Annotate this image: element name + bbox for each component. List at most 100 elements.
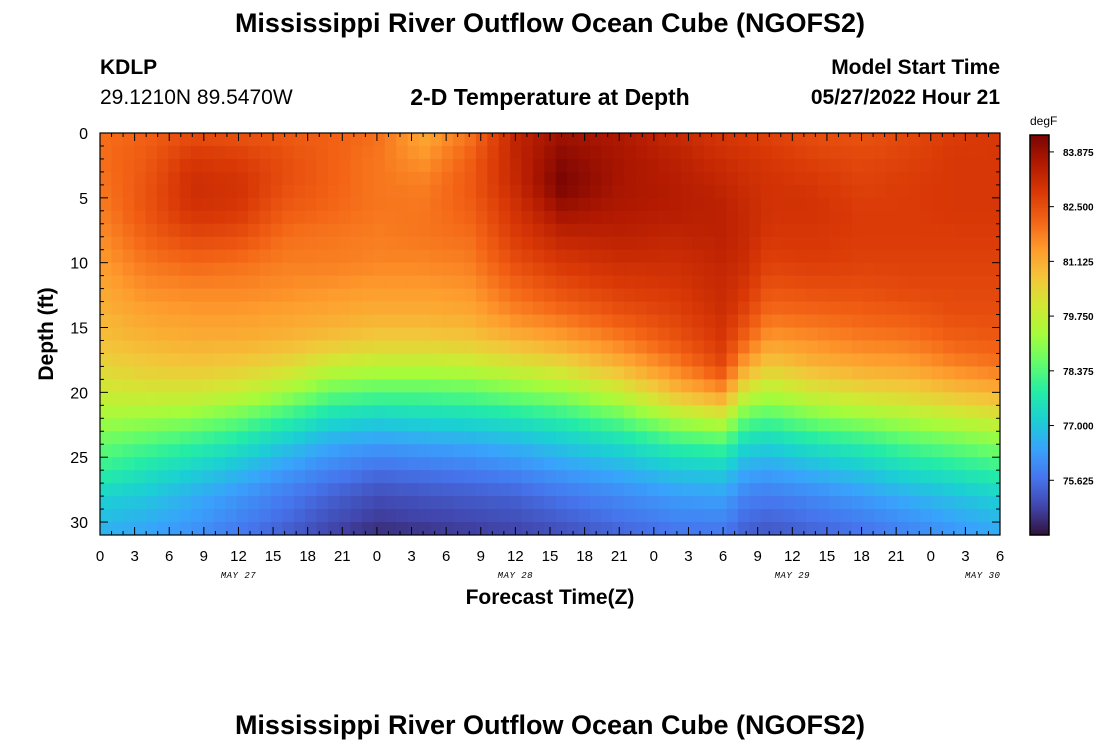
heatmap-cell [464,457,477,471]
heatmap-cell [373,327,386,342]
heatmap-cell [259,470,272,484]
heatmap-cell [635,262,648,277]
heatmap-cell [908,210,921,225]
heatmap-cell [305,353,318,368]
heatmap-cell [156,133,169,147]
heatmap-cell [464,444,477,458]
heatmap-cell [396,418,409,432]
heatmap-cell [715,301,728,316]
heatmap-cell [384,275,397,290]
heatmap-cell [715,470,728,484]
heatmap-cell [715,431,728,445]
heatmap-cell [851,431,864,445]
heatmap-cell [213,366,226,380]
heatmap-cell [122,444,135,458]
heatmap-cell [703,262,716,277]
heatmap-cell [817,470,830,484]
heatmap-cell [270,392,283,406]
heatmap-cell [988,366,1000,380]
heatmap-cell [794,496,807,510]
heatmap-cell [396,210,409,225]
heatmap-cell [316,431,329,445]
heatmap-cell [213,171,226,186]
heatmap-cell [726,353,739,368]
heatmap-cell [703,353,716,368]
heatmap-cell [829,249,842,264]
heatmap-cell [840,249,853,264]
heatmap-cell [954,483,967,497]
heatmap-cell [646,197,659,212]
heatmap-cell [510,314,523,329]
heatmap-cell [453,171,466,186]
heatmap-cell [236,405,249,419]
heatmap-cell [293,509,306,523]
heatmap-cell [692,327,705,342]
heatmap-cell [646,249,659,264]
heatmap-cell [236,210,249,225]
heatmap-cell [555,457,568,471]
heatmap-cell [464,262,477,277]
heatmap-cell [156,431,169,445]
heatmap-cell [840,301,853,316]
heatmap-cell [589,236,602,251]
heatmap-cell [794,379,807,393]
heatmap-cell [350,223,363,238]
heatmap-cell [840,314,853,329]
heatmap-cell [122,327,135,342]
heatmap-cell [931,392,944,406]
heatmap-cell [396,288,409,303]
heatmap-cell [692,314,705,329]
heatmap-cell [498,444,511,458]
heatmap-cell [532,210,545,225]
heatmap-cell [977,327,990,342]
heatmap-cell [168,509,181,523]
heatmap-cell [943,158,956,173]
heatmap-cell [191,405,204,419]
heatmap-cell [977,353,990,368]
heatmap-cell [225,405,238,419]
heatmap-cell [293,444,306,458]
heatmap-cell [453,288,466,303]
heatmap-cell [305,133,318,147]
heatmap-cell [829,340,842,355]
heatmap-cell [544,444,557,458]
heatmap-cell [669,444,682,458]
heatmap-cell [658,366,671,380]
heatmap-cell [373,496,386,510]
heatmap-cell [851,262,864,277]
heatmap-cell [134,158,147,173]
heatmap-cell [920,158,933,173]
heatmap-cell [737,210,750,225]
heatmap-cell [236,327,249,342]
heatmap-cell [646,171,659,186]
heatmap-cell [703,158,716,173]
heatmap-cell [339,249,352,264]
heatmap-cell [555,418,568,432]
heatmap-cell [646,457,659,471]
heatmap-cell [293,171,306,186]
heatmap-cell [168,197,181,212]
heatmap-cell [339,288,352,303]
heatmap-cell [646,223,659,238]
heatmap-cell [510,145,523,160]
heatmap-cell [886,223,899,238]
heatmap-cell [362,327,375,342]
heatmap-cell [384,405,397,419]
heatmap-cell [567,392,580,406]
heatmap-cell [350,197,363,212]
heatmap-cell [441,340,454,355]
heatmap-cell [544,197,557,212]
heatmap-cell [270,483,283,497]
heatmap-cell [772,483,785,497]
heatmap-cell [897,509,910,523]
heatmap-cell [965,184,978,199]
heatmap-cell [851,457,864,471]
heatmap-cell [111,470,124,484]
heatmap-cell [908,223,921,238]
heatmap-cell [430,288,443,303]
heatmap-cell [248,158,261,173]
heatmap-cell [100,210,112,225]
heatmap-cell [954,145,967,160]
heatmap-cell [772,223,785,238]
heatmap-cell [726,366,739,380]
